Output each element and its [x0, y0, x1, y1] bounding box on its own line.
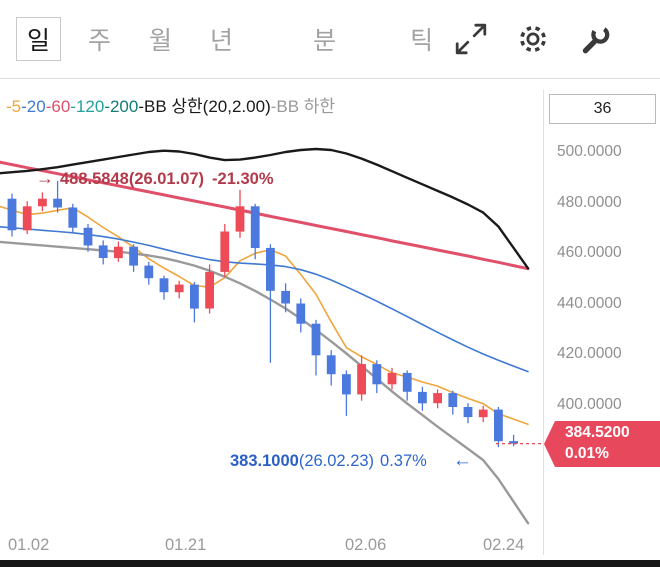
x-axis-label: 02.24 [483, 536, 525, 554]
ma5-line [0, 205, 529, 426]
y-axis-label: 480.0000 [557, 193, 622, 211]
y-axis-label: 400.0000 [557, 395, 622, 413]
topbar-icons [454, 21, 614, 57]
high-price-value: 488.5848 [60, 170, 129, 188]
chart-region: -5-20-60-120-200-BB 상한(20,2.00)-BB 하한 → 4… [0, 90, 545, 554]
candlestick-chart[interactable] [0, 90, 545, 550]
right-arrow-icon: → [36, 168, 54, 188]
current-price-tag: 384.5200 0.01% [544, 421, 660, 467]
low-price-change: 0.37% [380, 452, 427, 470]
indicator-legend: -5-20-60-120-200-BB 상한(20,2.00)-BB 하한 [6, 92, 335, 117]
high-price-change: -21.30% [212, 170, 274, 188]
high-price-date: (26.01.07) [128, 170, 205, 188]
legend-item-bb-upper: -BB 상한(20,2.00) [138, 97, 271, 116]
low-price-date: (26.02.23) [298, 452, 375, 470]
tab-year[interactable]: 년 [199, 17, 244, 61]
legend-item-ma200: -200 [104, 97, 139, 116]
expand-icon[interactable] [454, 21, 490, 57]
low-price-value: 383.1000 [230, 452, 299, 470]
y-axis-label: 500.0000 [557, 143, 622, 160]
tab-minute[interactable]: 분 [302, 17, 347, 61]
tab-week[interactable]: 주 [77, 17, 122, 61]
low-price-annotation: 383.1000(26.02.23) 0.37% ← [230, 450, 472, 472]
tab-month[interactable]: 월 [138, 17, 183, 61]
legend-item-ma5: -5 [6, 97, 22, 116]
x-axis-label: 02.06 [345, 536, 387, 554]
legend-item-ma20: -20 [21, 97, 46, 116]
legend-item-bb-lower: -BB 하한 [270, 97, 336, 116]
current-price-change: 0.01% [565, 445, 609, 462]
candles [7, 180, 518, 448]
tab-day[interactable]: 일 [16, 17, 62, 61]
candle-count-box[interactable]: 36 [549, 94, 656, 124]
y-axis-label: 460.0000 [557, 244, 622, 261]
y-axis-label: 440.0000 [557, 294, 622, 312]
legend-item-ma120: -120 [70, 97, 105, 116]
current-price: 384.5200 [565, 424, 630, 442]
price-axis-panel: 36 500.0000 480.0000 460.0000 440.0000 420.0… [543, 90, 660, 555]
ma60-line [0, 160, 530, 271]
left-arrow-icon: ← [452, 450, 472, 471]
settings-gear-icon[interactable] [516, 21, 552, 57]
tab-tick[interactable]: 틱 [399, 17, 444, 61]
bb-upper-line [0, 147, 530, 270]
tools-wrench-icon[interactable] [578, 21, 614, 57]
bottom-bar [0, 560, 660, 567]
x-axis-label: 01.02 [8, 536, 50, 554]
bb-lower-line [0, 240, 530, 525]
topbar-divider [0, 78, 660, 79]
y-axis-label: 420.0000 [557, 345, 622, 362]
high-price-annotation: → 488.5848(26.01.07) -21.30% [36, 168, 274, 189]
legend-item-ma60: -60 [45, 97, 71, 116]
x-axis-label: 01.21 [165, 536, 207, 554]
